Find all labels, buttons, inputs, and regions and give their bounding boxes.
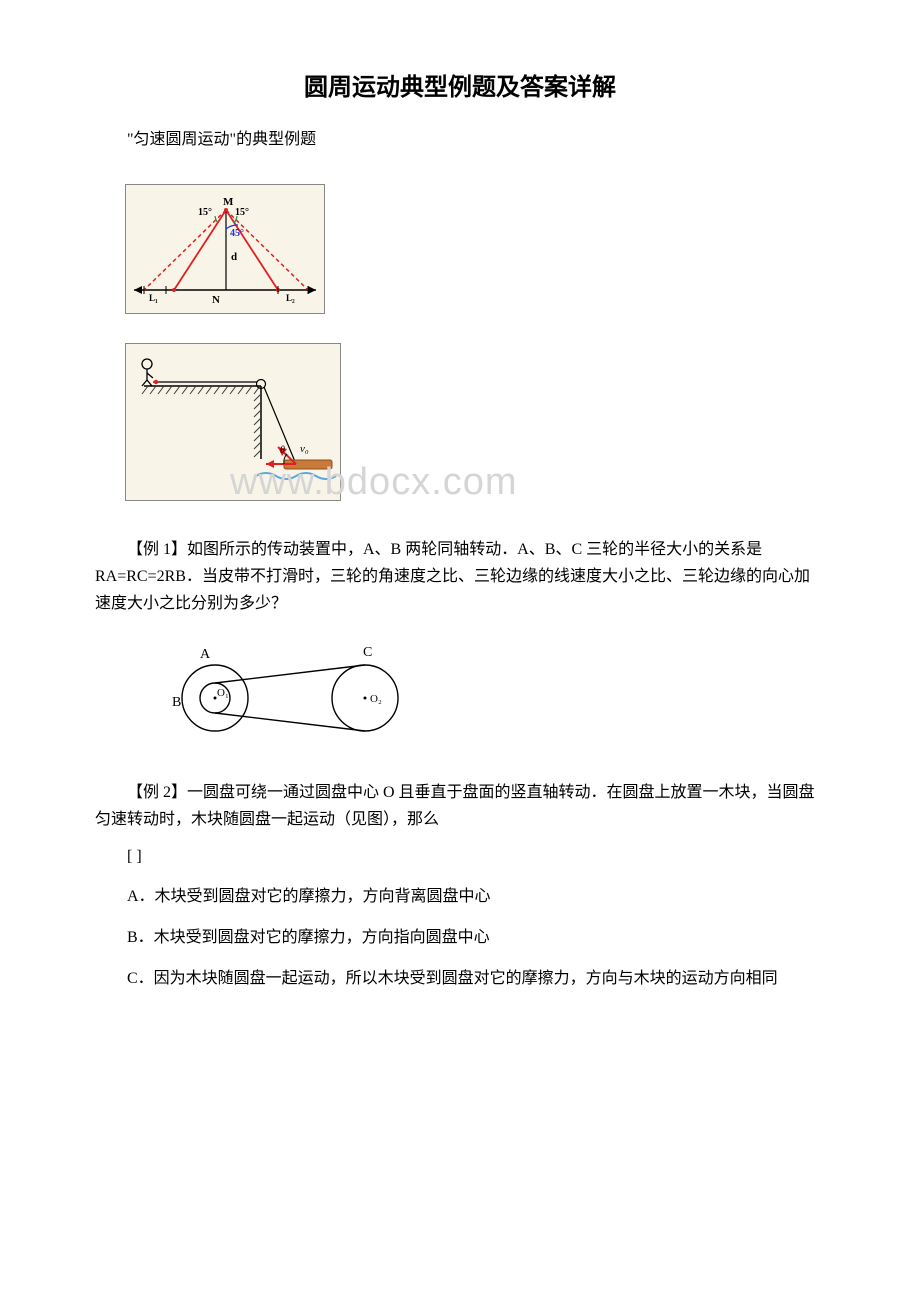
label-M: M [223, 196, 234, 208]
answer-bracket: [ ] [95, 845, 825, 869]
label-O1: O₁ [217, 687, 229, 699]
label-15r: 15° [235, 207, 249, 218]
label-15l: 15° [198, 207, 212, 218]
label-A: A [200, 647, 211, 662]
label-B: B [172, 695, 181, 710]
label-C: C [363, 645, 372, 660]
option-C: C．因为木块随圆盘一起运动，所以木块受到圆盘对它的摩擦力，方向与木块的运动方向相… [95, 965, 825, 992]
figure-1: M 15° 15° 45° d N L₁ L₂ [125, 184, 325, 314]
page-title: 圆周运动典型例题及答案详解 [95, 70, 825, 106]
example-1-text: 【例 1】如图所示的传动装置中，A、B 两轮同轴转动．A、B、C 三轮的半径大小… [95, 536, 825, 618]
option-A: A．木块受到圆盘对它的摩擦力，方向背离圆盘中心 [95, 883, 825, 910]
figure-3: A B C O₁ O₂ [165, 638, 425, 751]
figure-1-svg: M 15° 15° 45° d N L₁ L₂ [126, 185, 324, 313]
example-2-text: 【例 2】一圆盘可绕一通过圆盘中心 O 且垂直于盘面的竖直轴转动．在圆盘上放置一… [95, 779, 825, 833]
option-B: B．木块受到圆盘对它的摩擦力，方向指向圆盘中心 [95, 924, 825, 951]
label-45: 45° [230, 228, 244, 239]
watermark: www.bdocx.com [230, 454, 518, 511]
label-O2: O₂ [370, 693, 382, 705]
subtitle: "匀速圆周运动"的典型例题 [95, 128, 825, 152]
label-N: N [212, 294, 220, 306]
label-L2: L₂ [286, 293, 295, 303]
label-L1: L₁ [149, 293, 158, 303]
figure-3-svg: A B C O₁ O₂ [165, 638, 425, 743]
label-d: d [231, 251, 237, 263]
